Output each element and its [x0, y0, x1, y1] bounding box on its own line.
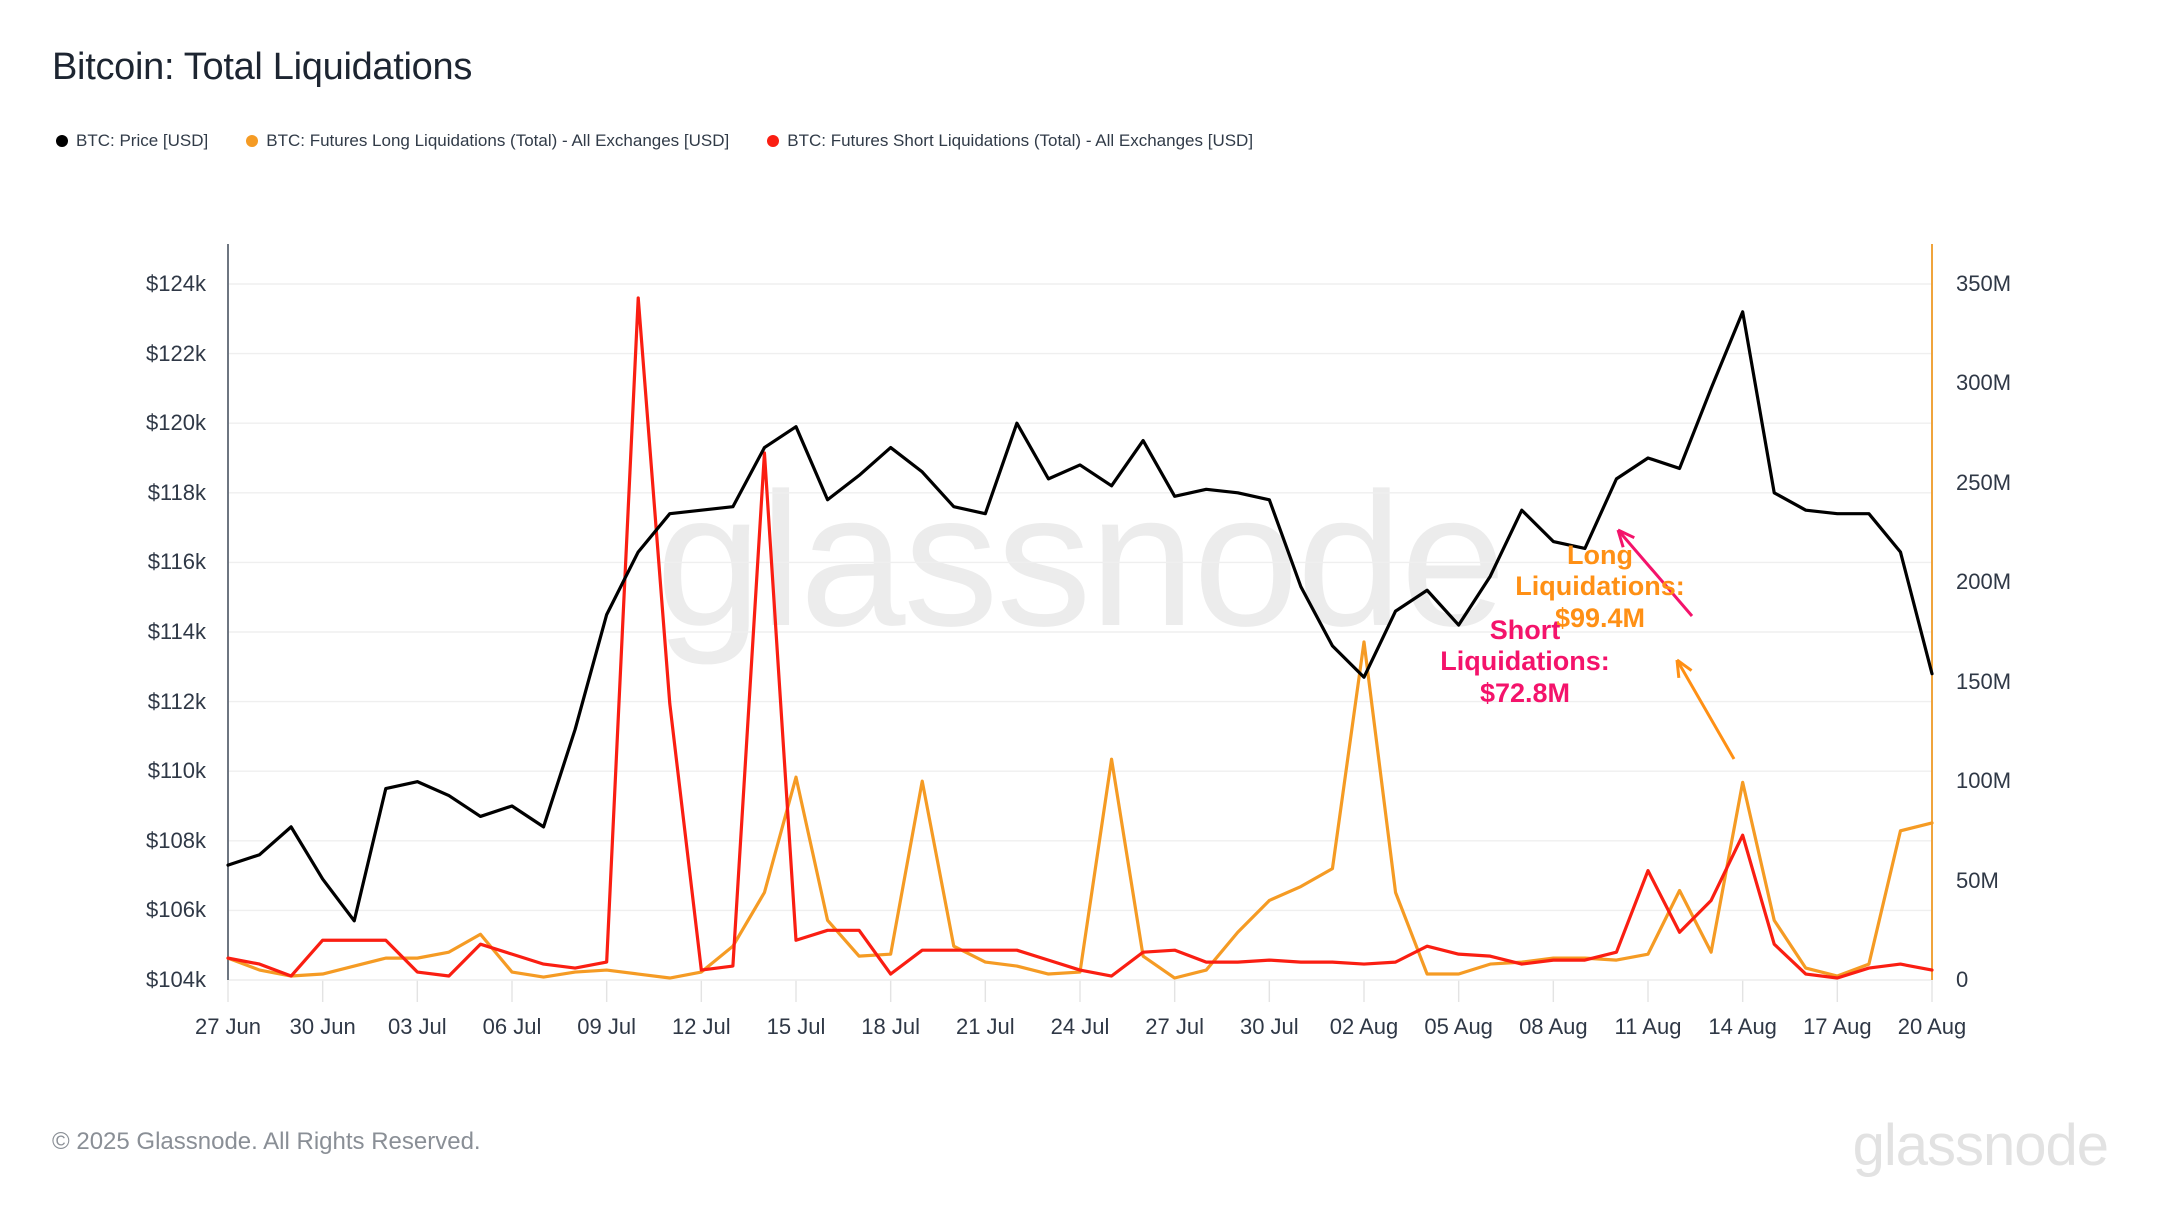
y-axis-right-tick-label: 50M	[1956, 867, 1999, 893]
footer-copyright: © 2025 Glassnode. All Rights Reserved.	[52, 1128, 481, 1155]
y-axis-left-tick-label: $116k	[147, 549, 206, 575]
x-axis-tick-label: 27 Jun	[194, 1014, 262, 1039]
x-axis-tick-label: 20 Aug	[1897, 1014, 1967, 1039]
x-axis-tick-label: 27 Jul	[1145, 1014, 1205, 1039]
annotation-short-liquidations: Short Liquidations: $72.8M	[1440, 615, 1610, 708]
y-axis-right-tick-label: 150M	[1956, 668, 2012, 694]
legend-label-short-liquidations: BTC: Futures Short Liquidations (Total) …	[787, 131, 1254, 150]
series-line-long-liquidations	[226, 640, 1934, 980]
x-axis-tick-label: 30 Jun	[289, 1014, 356, 1039]
legend-dot-red-icon	[767, 134, 780, 147]
chart-legend: BTC: Price [USD] BTC: Futures Long Liqui…	[56, 132, 1253, 149]
y-axis-left-tick-label: $106k	[146, 897, 206, 923]
x-axis-tick-label: 05 Aug	[1424, 1014, 1493, 1039]
x-axis-tick-label: 09 Jul	[577, 1014, 637, 1039]
x-axis-tick-label: 02 Aug	[1329, 1014, 1399, 1039]
legend-dot-black-icon	[56, 134, 68, 147]
y-axis-left-tick-label: $120k	[146, 410, 206, 436]
x-axis-tick-label: 18 Jul	[861, 1014, 921, 1039]
y-axis-right-tick-label: 100M	[1956, 768, 2012, 794]
legend-item-short-liquidations[interactable]: BTC: Futures Short Liquidations (Total) …	[767, 132, 1253, 149]
x-axis-tick-label: 15 Jul	[766, 1014, 826, 1039]
legend-label-long-liquidations: BTC: Futures Long Liquidations (Total) -…	[266, 131, 730, 150]
y-axis-left-tick-label: $114k	[147, 619, 206, 644]
x-axis-tick-label: 30 Jul	[1239, 1014, 1299, 1039]
annotation-arrow-long	[1675, 658, 1736, 760]
y-axis-left-tick-label: $110k	[147, 758, 206, 784]
x-axis-tick-label: 24 Jul	[1050, 1014, 1110, 1039]
annotation-long-liquidations: Long Liquidations: $99.4M	[1515, 540, 1685, 633]
footer-logo-glassnode: glassnode	[1852, 1113, 2109, 1178]
page-title: Bitcoin: Total Liquidations	[52, 46, 473, 88]
watermark-glassnode: glassnode	[655, 454, 1506, 666]
legend-label-price: BTC: Price [USD]	[76, 131, 209, 150]
y-axis-left-tick-label: $122k	[146, 340, 206, 366]
x-axis-tick-label: 17 Aug	[1803, 1014, 1872, 1039]
x-axis-tick-label: 08 Aug	[1519, 1014, 1588, 1039]
y-axis-left-tick-label: $118k	[147, 479, 206, 505]
y-axis-right-tick-label: 0	[1956, 967, 1969, 992]
y-axis-right-tick-label: 300M	[1956, 370, 2012, 396]
y-axis-right-tick-label: 250M	[1956, 469, 2012, 495]
x-axis-tick-label: 06 Jul	[482, 1014, 542, 1039]
legend-dot-orange-icon	[246, 134, 259, 147]
x-axis-tick-label: 03 Jul	[387, 1014, 447, 1039]
y-axis-left-tick-label: $124k	[146, 271, 206, 296]
x-axis-tick-label: 14 Aug	[1708, 1014, 1777, 1039]
y-axis-left-tick-label: $104k	[146, 967, 206, 992]
y-axis-left-tick-label: $108k	[146, 827, 206, 853]
legend-item-long-liquidations[interactable]: BTC: Futures Long Liquidations (Total) -…	[246, 132, 729, 149]
x-axis-tick-label: 21 Jul	[955, 1014, 1015, 1039]
x-axis-tick-label: 11 Aug	[1614, 1014, 1682, 1039]
legend-item-price[interactable]: BTC: Price [USD]	[56, 132, 208, 149]
y-axis-right-tick-label: 200M	[1956, 569, 2012, 595]
x-axis-tick-label: 12 Jul	[671, 1014, 731, 1039]
y-axis-left-tick-label: $112k	[147, 688, 206, 714]
y-axis-right-tick-label: 350M	[1956, 271, 2012, 296]
